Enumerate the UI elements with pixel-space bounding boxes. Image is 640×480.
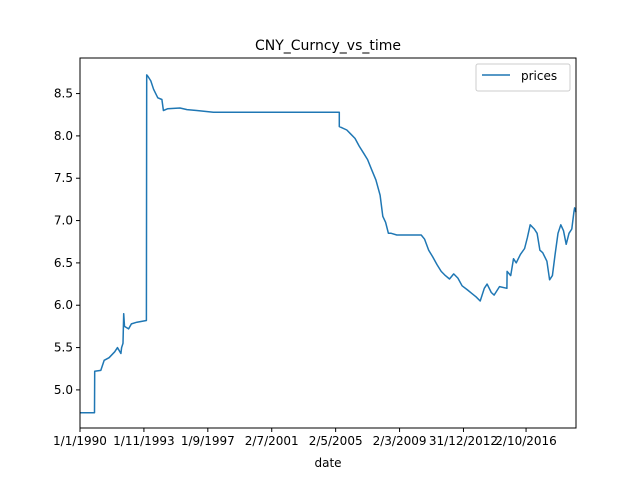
chart-title: CNY_Curncy_vs_time (255, 38, 401, 54)
y-axis-ticks: 5.0 5.5 6.0 6.5 7.0 7.5 8.0 8.5 (54, 87, 80, 397)
y-tick-label: 6.0 (54, 298, 73, 312)
legend-box (475, 63, 571, 92)
x-tick-label: 2/7/2001 (245, 434, 299, 448)
x-tick-label: 1/11/1993 (113, 434, 175, 448)
y-tick-label: 5.5 (54, 341, 73, 355)
x-tick-label: 2/3/2009 (373, 434, 427, 448)
y-tick-label: 8.5 (54, 87, 73, 101)
y-tick-label: 6.5 (54, 256, 73, 270)
y-tick-label: 7.5 (54, 171, 73, 185)
x-tick-label: 31/12/2012 (429, 434, 498, 448)
x-tick-label: 1/9/1997 (181, 434, 235, 448)
x-tick-label: 2/5/2005 (309, 434, 363, 448)
x-axis-ticks: 1/1/1990 1/11/1993 1/9/1997 2/7/2001 2/5/200… (53, 428, 557, 448)
legend: prices (475, 63, 571, 92)
legend-label-prices: prices (521, 69, 557, 83)
series-line-prices (80, 74, 577, 414)
y-tick-label: 7.0 (54, 214, 73, 228)
x-tick-label: 1/1/1990 (53, 434, 107, 448)
y-tick-label: 8.0 (54, 129, 73, 143)
x-tick-label: 2/10/2016 (495, 434, 557, 448)
x-axis-label: date (314, 456, 341, 470)
axes-frame (79, 57, 577, 429)
plot-area (80, 74, 577, 414)
y-tick-label: 5.0 (54, 383, 73, 397)
